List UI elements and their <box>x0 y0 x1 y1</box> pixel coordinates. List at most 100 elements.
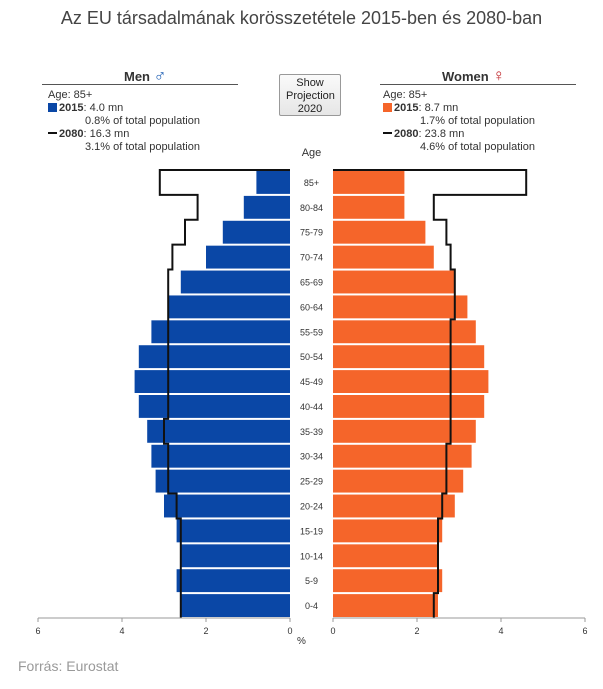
men-2015-bar-55-59 <box>151 320 290 344</box>
women-tick-label-2: 2 <box>414 626 419 636</box>
black-line-icon <box>48 132 57 134</box>
age-label-10-14: 10-14 <box>300 551 323 561</box>
value-axis-label: % <box>297 636 306 647</box>
women-2015-bar-10-14 <box>333 544 438 568</box>
women-tick-label-4: 4 <box>498 626 503 636</box>
men-2015-bar-5-9 <box>176 569 290 593</box>
age-label-75-79: 75-79 <box>300 228 323 238</box>
men-header-divider <box>42 84 238 85</box>
men-2015-bar-60-64 <box>168 295 290 319</box>
projection-outlines <box>158 169 528 618</box>
women-info-2015-share: 1.7% of total population <box>420 115 535 127</box>
men-info-2015: 2015: 4.0 mn <box>48 102 200 115</box>
men-2015-bar-70-74 <box>206 245 290 269</box>
orange-swatch-icon <box>383 103 392 112</box>
men-2015-bar-75-79 <box>222 220 290 244</box>
men-2015-bar-10-14 <box>180 544 290 568</box>
women-tick-label-6: 6 <box>582 626 587 636</box>
men-2015-bar-30-34 <box>151 444 290 468</box>
men-info-2080-share: 3.1% of total population <box>85 141 200 153</box>
men-2015-bar-80-84 <box>243 195 290 219</box>
women-2015-bar-5-9 <box>333 569 443 593</box>
show-projection-button[interactable]: Show Projection 2020 <box>279 74 341 116</box>
chart-title: Az EU társadalmának korösszetétele 2015-… <box>60 8 543 28</box>
age-labels: 85+ 80-84 75-79 70-74 65-69 60-64 55-59 50-54 45… <box>300 178 323 611</box>
women-info-2015: 2015: 8.7 mn <box>383 102 535 115</box>
men-bars <box>134 171 290 617</box>
women-2015-bar-0-4 <box>333 594 438 617</box>
men-tick-label-2: 2 <box>203 626 208 636</box>
age-label-40-44: 40-44 <box>300 402 323 412</box>
men-info-2015-share: 0.8% of total population <box>85 115 200 127</box>
age-label-50-54: 50-54 <box>300 352 323 362</box>
men-section-title: Men ♂ <box>124 66 166 86</box>
women-2015-bar-25-29 <box>333 469 464 493</box>
men-2015-bar-40-44 <box>138 395 290 418</box>
men-info-2080: 2080: 16.3 mn <box>48 128 200 141</box>
women-2015-bar-65-69 <box>333 270 455 294</box>
age-label-85+: 85+ <box>304 178 319 188</box>
women-2015-bar-30-34 <box>333 444 472 468</box>
age-label-45-49: 45-49 <box>300 377 323 387</box>
women-2015-bar-20-24 <box>333 494 455 518</box>
women-info-panel: Age: 85+ 2015: 8.7 mn 1.7% of total popu… <box>383 89 535 154</box>
women-2015-bar-55-59 <box>333 320 476 344</box>
men-2015-bar-65-69 <box>180 270 290 294</box>
women-tick-label-0: 0 <box>330 626 335 636</box>
age-label-55-59: 55-59 <box>300 327 323 337</box>
men-tick-label-4: 4 <box>119 626 124 636</box>
women-info-2080-share: 4.6% of total population <box>420 141 535 153</box>
age-label-20-24: 20-24 <box>300 502 323 512</box>
age-label-70-74: 70-74 <box>300 253 323 263</box>
men-2015-bar-50-54 <box>138 345 290 369</box>
age-label-15-19: 15-19 <box>300 526 323 536</box>
female-symbol-icon: ♀ <box>492 66 506 85</box>
age-label-5-9: 5-9 <box>305 576 318 586</box>
women-2080-outline <box>333 169 528 618</box>
women-bars <box>333 171 489 617</box>
men-info-age: Age: 85+ <box>48 89 93 101</box>
men-tick-label-6: 6 <box>35 626 40 636</box>
men-2015-bar-45-49 <box>134 370 290 393</box>
women-info-2080: 2080: 23.8 mn <box>383 128 535 141</box>
women-2015-bar-70-74 <box>333 245 434 269</box>
women-2015-bar-85+ <box>333 171 405 194</box>
age-label-80-84: 80-84 <box>300 203 323 213</box>
men-2015-bar-35-39 <box>147 419 290 443</box>
men-info-panel: Age: 85+ 2015: 4.0 mn 0.8% of total popu… <box>48 89 200 154</box>
age-axis-label: Age <box>302 147 322 159</box>
women-2015-bar-15-19 <box>333 519 443 543</box>
men-2015-bar-20-24 <box>164 494 290 518</box>
men-2015-bar-0-4 <box>180 594 290 617</box>
age-label-30-34: 30-34 <box>300 452 323 462</box>
men-2015-bar-85+ <box>256 171 290 194</box>
women-2015-bar-35-39 <box>333 419 476 443</box>
age-label-65-69: 65-69 <box>300 278 323 288</box>
axes: Age 6 6 4 4 2 2 0 0% <box>35 147 587 647</box>
women-2015-bar-60-64 <box>333 295 468 319</box>
men-tick-label-0: 0 <box>287 626 292 636</box>
women-2015-bar-45-49 <box>333 370 489 393</box>
blue-swatch-icon <box>48 103 57 112</box>
women-header-divider <box>380 84 576 85</box>
age-label-60-64: 60-64 <box>300 302 323 312</box>
men-2080-outline <box>158 169 290 618</box>
button-line-2: Projection <box>286 90 335 102</box>
age-label-25-29: 25-29 <box>300 477 323 487</box>
age-label-0-4: 0-4 <box>305 601 318 611</box>
source-note: Forrás: Eurostat <box>18 658 119 674</box>
women-2015-bar-80-84 <box>333 195 405 219</box>
button-line-3: 2020 <box>297 103 323 115</box>
button-line-1: Show <box>296 77 324 89</box>
men-2015-bar-15-19 <box>176 519 290 543</box>
women-section-title: Women ♀ <box>442 66 505 86</box>
women-2015-bar-40-44 <box>333 395 485 418</box>
black-line-icon <box>383 132 392 134</box>
men-label: Men <box>124 69 150 84</box>
age-label-35-39: 35-39 <box>300 427 323 437</box>
women-label: Women <box>442 69 489 84</box>
women-info-age: Age: 85+ <box>383 89 428 101</box>
women-2015-bar-50-54 <box>333 345 485 369</box>
women-2015-bar-75-79 <box>333 220 426 244</box>
